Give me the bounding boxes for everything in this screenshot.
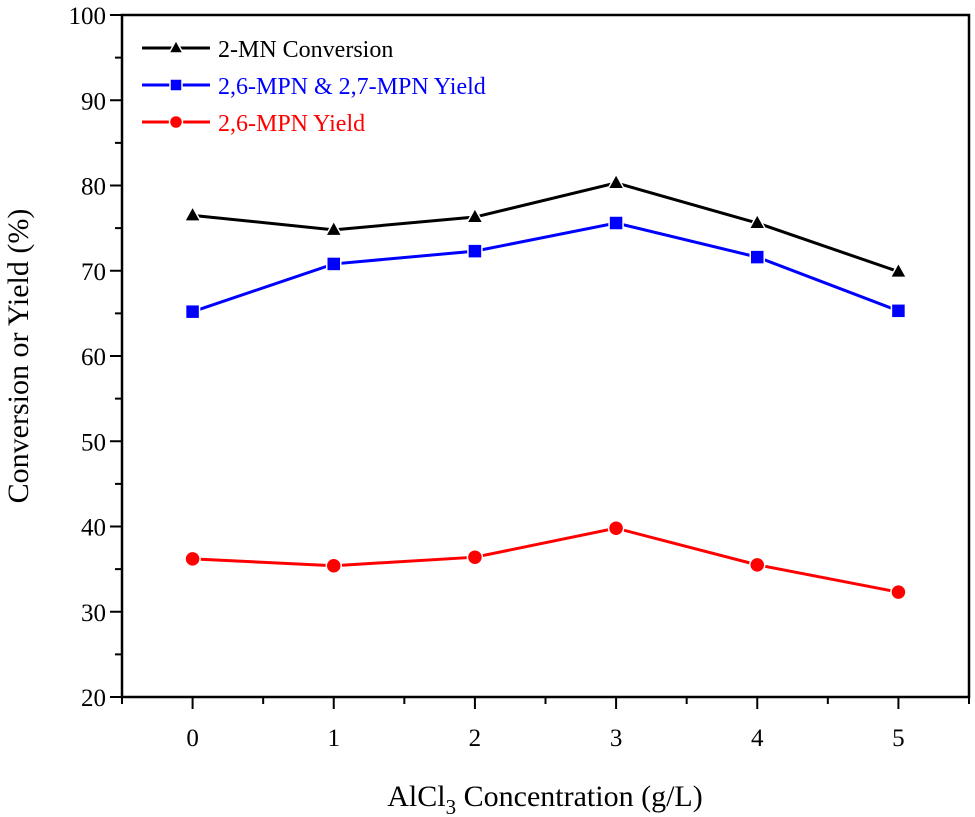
x-axis-title: AlCl3 Concentration (g/L) [387,780,702,817]
circle-marker [607,519,625,537]
legend-label: 2,6-MPN & 2,7-MPN Yield [218,74,486,100]
square-marker [890,303,907,319]
triangle-marker [183,205,202,222]
y-axis-title: Conversion or Yield (%) [2,209,35,504]
square-marker [608,215,624,231]
x-tick-label: 2 [469,725,482,752]
y-tick-label: 80 [81,174,106,201]
series-1 [183,172,908,279]
x-tick-label: 5 [892,725,905,752]
series-3 [184,519,907,601]
x-tick-label: 3 [610,725,623,752]
legend-square-marker [169,78,183,92]
y-tick-label: 90 [81,88,106,115]
legend-item: 2,6-MPN Yield [142,111,365,137]
y-tick-label: 70 [81,259,106,286]
legend-item: 2-MN Conversion [142,37,393,63]
y-tick-label: 40 [81,515,106,542]
square-marker [326,256,342,272]
square-marker [749,249,765,265]
circle-marker [466,548,484,566]
legend-triangle-marker [167,38,185,54]
y-tick-label: 20 [81,685,106,712]
axes: 20 30 40 50 60 70 80 90 100 0 1 2 3 4 5 [69,3,971,752]
x-axis-title-subscript: 3 [446,795,457,817]
x-tick-label: 1 [328,725,341,752]
y-tick-label: 30 [81,600,106,627]
circle-marker [184,550,201,568]
legend-circle-marker [168,114,184,130]
square-marker [184,303,201,320]
series-2 [184,215,907,320]
legend-label: 2,6-MPN Yield [218,111,365,137]
triangle-marker [324,219,344,237]
triangle-marker [606,172,626,190]
series-line [192,526,899,594]
square-marker [467,243,483,259]
legend-item: 2,6-MPN & 2,7-MPN Yield [142,74,486,100]
triangle-marker [465,206,485,224]
legend-label: 2-MN Conversion [218,37,393,63]
y-tick-label: 50 [81,429,106,456]
legend: 2-MN Conversion 2,6-MPN & 2,7-MPN Yield 2,… [142,37,486,137]
circle-marker [325,557,342,574]
series-line [192,181,899,274]
series-line [192,221,899,314]
triangle-marker [747,212,767,230]
y-tick-label: 60 [81,344,106,371]
y-tick-label: 100 [69,3,107,30]
x-tick-label: 0 [186,725,199,752]
x-tick-label: 4 [751,725,764,752]
circle-marker [890,583,907,601]
triangle-marker [889,261,908,279]
series-group [183,172,908,601]
circle-marker [749,556,766,574]
